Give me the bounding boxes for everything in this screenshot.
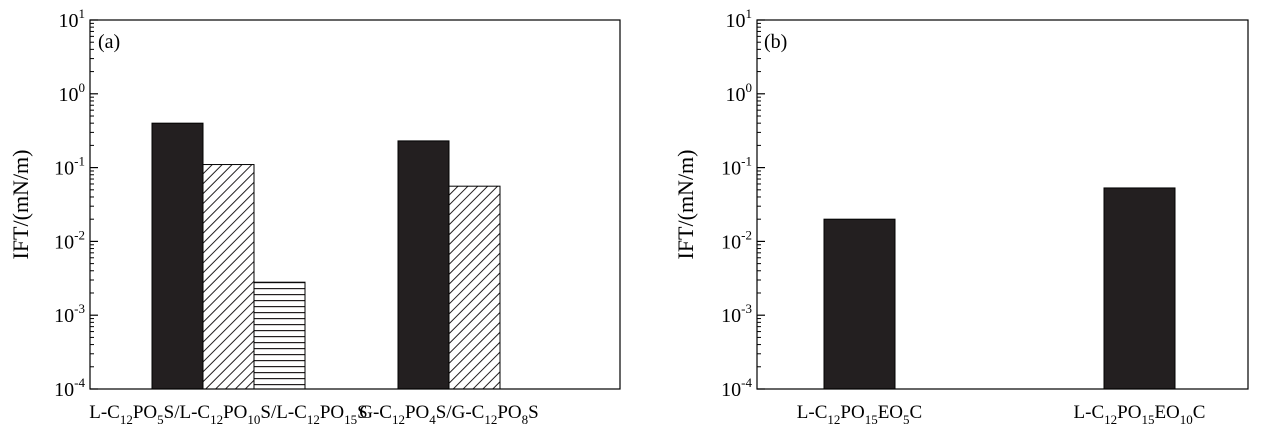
panel-label: (b) xyxy=(764,31,787,53)
y-tick-label: 10-1 xyxy=(721,154,752,180)
y-tick-label: 100 xyxy=(726,80,753,106)
y-axis-label: IFT/(mN/m) xyxy=(8,150,33,260)
x-category-label: L-C12PO5S/L-C12PO10S/L-C12PO15S xyxy=(89,402,367,427)
bar-g2-2 xyxy=(448,185,501,390)
bar-g1-2 xyxy=(202,164,255,390)
y-tick-label: 10-4 xyxy=(54,375,85,401)
bar-g2-1 xyxy=(397,140,450,390)
y-axis-label: IFT/(mN/m) xyxy=(673,150,698,260)
y-tick-label: 10-4 xyxy=(721,375,752,401)
x-category-label: L-C12PO15EO10C xyxy=(1074,402,1206,427)
y-tick-label: 10-3 xyxy=(721,301,752,327)
y-tick-label: 10-3 xyxy=(54,301,85,327)
y-tick-label: 10-2 xyxy=(54,227,85,253)
y-tick-label: 100 xyxy=(59,80,86,106)
x-category-label: L-C12PO15EO5C xyxy=(797,402,922,427)
bar-g1-3 xyxy=(253,281,306,390)
chart-panel-a: 101 100 10-1 10-2 10-3 10-4 (a) IFT/(mN/m) L-C12… xyxy=(8,6,621,427)
y-tick-label: 10-1 xyxy=(54,154,85,180)
x-category-label: G-C12PO4S/G-C12PO8S xyxy=(359,402,538,427)
y-tick-label: 10-2 xyxy=(721,227,752,253)
y-tick-label: 101 xyxy=(726,6,753,32)
plot-frame xyxy=(756,19,1249,390)
panel-label: (a) xyxy=(98,31,120,53)
y-tick-label: 101 xyxy=(59,6,86,32)
chart-panel-b: 101 100 10-1 10-2 10-3 10-4 (b) IFT/(mN/m) L-C12… xyxy=(673,6,1249,427)
plot-frame xyxy=(89,19,621,390)
bar-g2-1 xyxy=(1103,187,1176,390)
bar-g1-1 xyxy=(151,122,204,390)
bar-g1-1 xyxy=(823,218,896,390)
